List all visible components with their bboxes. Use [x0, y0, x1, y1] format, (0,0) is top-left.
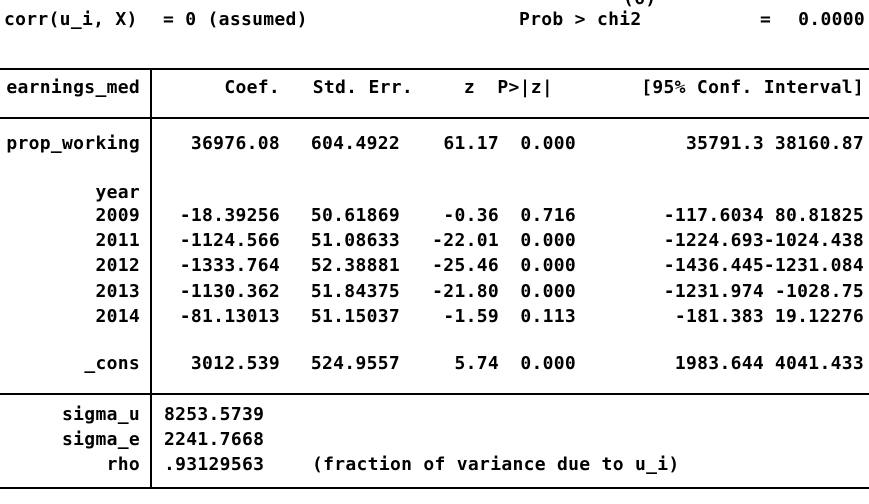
prob-chi2-value: 0.0000 — [798, 9, 865, 30]
stat-label: rho — [106, 454, 140, 475]
var-label: 2014 — [95, 306, 140, 327]
ci-high-cell: 19.12276 — [774, 306, 864, 327]
stderr-cell: 51.08633 — [310, 230, 400, 251]
pvalue-cell: 0.113 — [520, 306, 576, 327]
table-row: 2012 -1333.764 52.38881 -25.46 0.000 -14… — [0, 253, 869, 278]
ci-high-cell: -1024.438 — [763, 230, 864, 251]
pvalue-cell: 0.000 — [520, 255, 576, 276]
col-header-stderr: Std. Err. — [312, 77, 413, 98]
stderr-cell: 524.9557 — [310, 353, 400, 374]
z-cell: -25.46 — [432, 255, 499, 276]
ci-high-cell: -1231.084 — [763, 255, 864, 276]
stderr-cell: 52.38881 — [310, 255, 400, 276]
pvalue-cell: 0.000 — [520, 133, 576, 154]
table-row: prop_working 36976.08 604.4922 61.17 0.0… — [0, 131, 869, 156]
table-row: 2011 -1124.566 51.08633 -22.01 0.000 -12… — [0, 228, 869, 253]
ci-high-cell: 38160.87 — [774, 133, 864, 154]
table-bottom-rule — [0, 487, 869, 489]
var-label: 2013 — [95, 281, 140, 302]
var-label: prop_working — [6, 133, 140, 154]
table-header-row: earnings_med Coef. Std. Err. z P>|z| [95… — [0, 75, 869, 100]
ci-low-cell: -1436.445 — [663, 255, 764, 276]
ci-low-cell: 35791.3 — [686, 133, 764, 154]
stats-separator-rule — [0, 393, 869, 395]
z-cell: -21.80 — [432, 281, 499, 302]
stat-value: 8253.5739 — [164, 404, 265, 425]
coef-cell: -18.39256 — [179, 205, 280, 226]
clipped-previous-line: (6) — [623, 0, 703, 7]
corr-assumption-label: corr(u_i, X) — [4, 9, 138, 30]
table-top-rule — [0, 68, 869, 70]
equals-sign: = — [760, 9, 772, 30]
coef-cell: -1333.764 — [179, 255, 280, 276]
col-header-conf-interval: [95% Conf. Interval] — [641, 77, 864, 98]
header-separator-rule — [0, 117, 869, 119]
coef-cell: -81.13013 — [179, 306, 280, 327]
pvalue-cell: 0.000 — [520, 230, 576, 251]
clipped-text-fragment: (6) — [623, 0, 656, 7]
stderr-cell: 50.61869 — [310, 205, 400, 226]
factor-group-row: year — [0, 180, 869, 205]
column-divider-rule — [150, 68, 152, 489]
var-label: 2009 — [95, 205, 140, 226]
ci-high-cell: 80.81825 — [774, 205, 864, 226]
stat-note: (fraction of variance due to u_i) — [312, 454, 680, 475]
ci-low-cell: 1983.644 — [674, 353, 764, 374]
col-header-coef: Coef. — [224, 77, 280, 98]
corr-assumption-value: = 0 (assumed) — [163, 9, 308, 30]
z-cell: 61.17 — [443, 133, 499, 154]
z-cell: -0.36 — [443, 205, 499, 226]
table-row: _cons 3012.539 524.9557 5.74 0.000 1983.… — [0, 351, 869, 376]
var-label: 2012 — [95, 255, 140, 276]
table-row: 2009 -18.39256 50.61869 -0.36 0.716 -117… — [0, 203, 869, 228]
coef-cell: 36976.08 — [190, 133, 280, 154]
stat-label: sigma_u — [62, 404, 140, 425]
coef-cell: 3012.539 — [190, 353, 280, 374]
table-row: 2013 -1130.362 51.84375 -21.80 0.000 -12… — [0, 279, 869, 304]
ci-low-cell: -117.6034 — [663, 205, 764, 226]
ci-low-cell: -1231.974 — [663, 281, 764, 302]
z-cell: -22.01 — [432, 230, 499, 251]
prob-chi2-label: Prob > chi2 — [519, 9, 642, 30]
ci-low-cell: -1224.693 — [663, 230, 764, 251]
stat-label: sigma_e — [62, 429, 140, 450]
ci-high-cell: -1028.75 — [774, 281, 864, 302]
z-cell: 5.74 — [454, 353, 499, 374]
stderr-cell: 51.15037 — [310, 306, 400, 327]
coef-cell: -1124.566 — [179, 230, 280, 251]
pvalue-cell: 0.000 — [520, 281, 576, 302]
stat-row: sigma_u 8253.5739 — [0, 402, 869, 427]
stderr-cell: 51.84375 — [310, 281, 400, 302]
col-header-pvalue: P>|z| — [497, 77, 553, 98]
depvar-label: earnings_med — [6, 77, 140, 98]
pvalue-cell: 0.716 — [520, 205, 576, 226]
stat-value: 2241.7668 — [164, 429, 265, 450]
ci-high-cell: 4041.433 — [774, 353, 864, 374]
col-header-z: z — [463, 77, 475, 98]
coef-cell: -1130.362 — [179, 281, 280, 302]
var-label: 2011 — [95, 230, 140, 251]
stat-row: rho .93129563 (fraction of variance due … — [0, 452, 869, 477]
table-row: 2014 -81.13013 51.15037 -1.59 0.113 -181… — [0, 304, 869, 329]
stderr-cell: 604.4922 — [310, 133, 400, 154]
var-label: _cons — [84, 353, 140, 374]
z-cell: -1.59 — [443, 306, 499, 327]
stat-row: sigma_e 2241.7668 — [0, 427, 869, 452]
factor-group-label: year — [95, 182, 140, 203]
stat-value: .93129563 — [164, 454, 265, 475]
pvalue-cell: 0.000 — [520, 353, 576, 374]
ci-low-cell: -181.383 — [674, 306, 764, 327]
model-info-line: corr(u_i, X) = 0 (assumed) Prob > chi2 =… — [0, 7, 869, 32]
